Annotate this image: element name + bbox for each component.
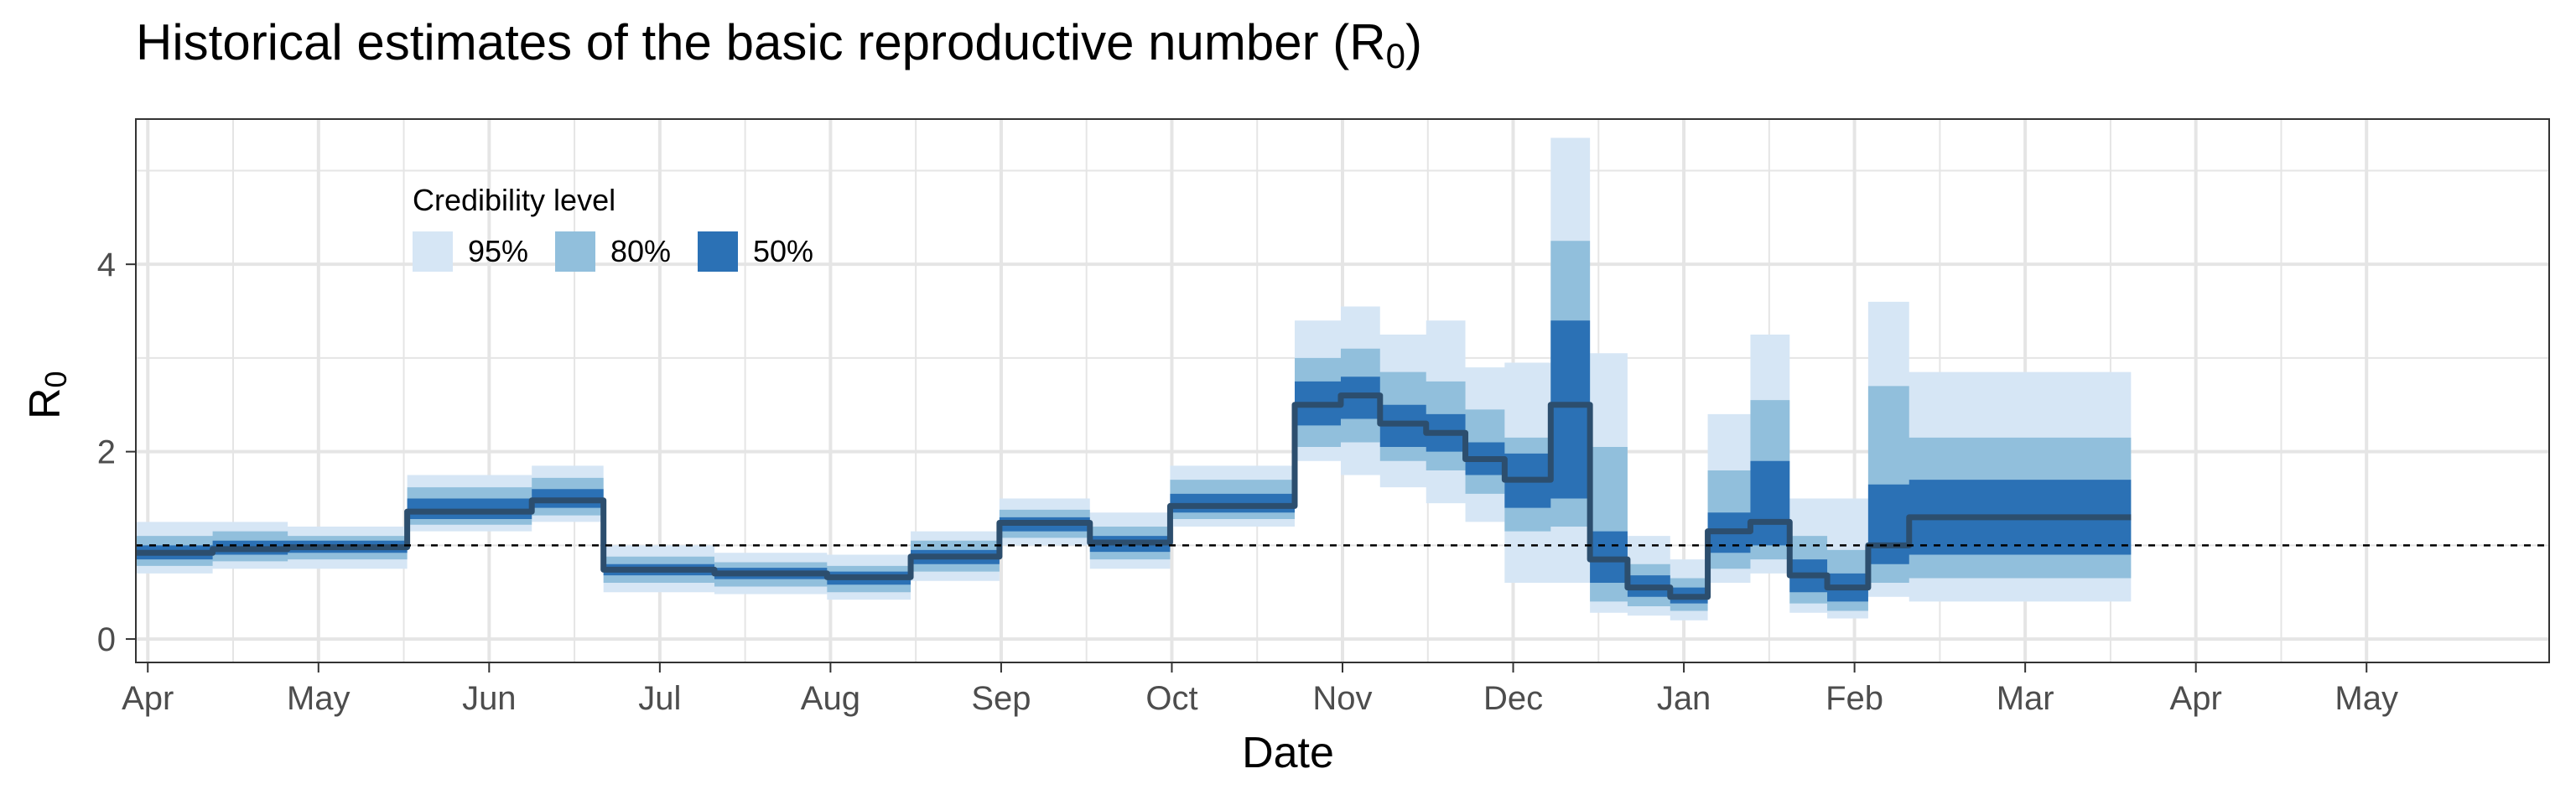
x-tick-label: Aug bbox=[801, 680, 860, 717]
x-tick-label: May bbox=[2334, 680, 2398, 717]
x-tick-label: May bbox=[287, 680, 351, 717]
chart-title: Historical estimates of the basic reprod… bbox=[136, 14, 1422, 75]
legend-item-95: 95% bbox=[413, 231, 528, 272]
median-line-group bbox=[136, 392, 2132, 600]
x-tick-label: Oct bbox=[1145, 680, 1197, 717]
y-axis-label: R0 bbox=[21, 371, 73, 419]
x-tick-label: Mar bbox=[1997, 680, 2054, 717]
y-axis-ticks: 0 2 4 bbox=[97, 247, 136, 658]
y-tick-label: 0 bbox=[97, 621, 116, 658]
legend-item-50: 50% bbox=[698, 231, 813, 272]
legend-label-80: 80% bbox=[610, 234, 672, 268]
x-tick-label: Sep bbox=[971, 680, 1031, 717]
legend-swatch-80 bbox=[555, 231, 595, 272]
x-tick-label: Jul bbox=[638, 680, 681, 717]
legend-label-50: 50% bbox=[753, 234, 814, 268]
median-line bbox=[136, 392, 2132, 600]
credibility-bands bbox=[136, 138, 2132, 621]
x-tick-label: Feb bbox=[1826, 680, 1883, 717]
legend-swatch-50 bbox=[698, 231, 738, 272]
band-50 bbox=[136, 320, 2132, 604]
x-tick-label: Nov bbox=[1312, 680, 1372, 717]
y-tick-label: 4 bbox=[97, 247, 116, 283]
y-tick-label: 2 bbox=[97, 434, 116, 471]
legend-item-80: 80% bbox=[555, 231, 671, 272]
x-tick-label: Apr bbox=[2170, 680, 2222, 717]
x-tick-label: Jan bbox=[1657, 680, 1711, 717]
x-axis-label: Date bbox=[1242, 729, 1334, 777]
x-tick-label: Jun bbox=[462, 680, 517, 717]
legend-label-95: 95% bbox=[468, 234, 529, 268]
legend-title: Credibility level bbox=[413, 183, 616, 217]
x-tick-label: Dec bbox=[1483, 680, 1543, 717]
x-axis-ticks: Apr May Jun Jul Aug Sep Oct Nov Dec Jan Feb Mar Apr M… bbox=[122, 662, 2398, 717]
legend-swatch-95 bbox=[413, 231, 453, 272]
x-tick-label: Apr bbox=[122, 680, 174, 717]
